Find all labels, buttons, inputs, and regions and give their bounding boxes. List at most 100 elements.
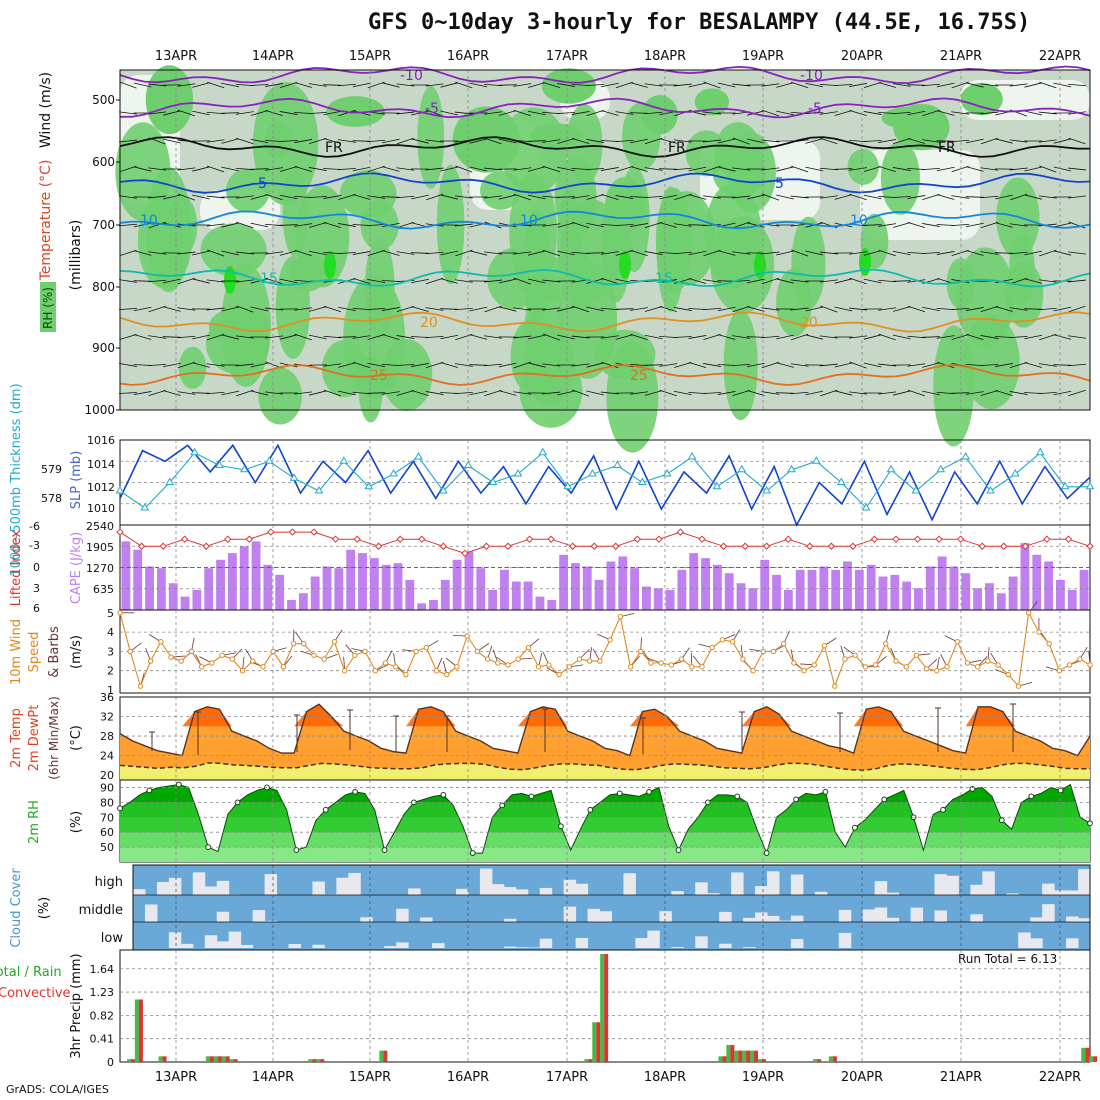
wind-barb (557, 166, 575, 172)
wind-speed-point (954, 639, 960, 645)
wind-barb (732, 83, 751, 87)
wind-speed-point (862, 664, 869, 670)
wind-barb (907, 84, 926, 86)
cape-bar (263, 564, 273, 610)
cloud-high (563, 879, 577, 895)
wind-barb (308, 83, 327, 87)
wind-speed-point (729, 639, 736, 645)
slp-tick: 1010 (87, 502, 115, 515)
wind-speed-point (198, 664, 205, 670)
rh2m-point (587, 806, 594, 813)
wind-barb (513, 109, 531, 117)
wind-barb (761, 277, 780, 285)
cloud-high (623, 873, 636, 895)
wind-barb (484, 137, 502, 145)
wind-barb (1024, 194, 1043, 200)
thickness-point (165, 477, 175, 485)
rh-peak-blob (619, 251, 631, 279)
wind-barb (119, 333, 137, 341)
wind-barb (177, 193, 195, 201)
wind-barb (995, 222, 1013, 228)
wind-barb (805, 334, 824, 340)
temp-tick: 20 (100, 769, 114, 782)
lifted-index-point (180, 535, 189, 543)
date-label-bottom: 13APR (155, 1070, 197, 1085)
wind-barb (411, 389, 429, 397)
wind-barb (601, 361, 619, 369)
wind-barb (921, 167, 941, 171)
wind-barb (951, 111, 970, 115)
wind-barb (878, 391, 897, 395)
precip-total-bar (750, 1050, 755, 1062)
wind-barb (308, 390, 327, 396)
wind-barb (571, 221, 590, 229)
wind-barb (922, 193, 940, 201)
rh2m-point (616, 790, 623, 797)
date-label-bottom: 17APR (546, 1070, 588, 1085)
wind-barb (236, 221, 254, 229)
wind-barb (265, 307, 283, 311)
wind-barb (527, 110, 546, 116)
wind-barb (922, 139, 940, 143)
wind-barb (907, 195, 926, 199)
wind-speed-point (801, 668, 807, 674)
cloud-middle (563, 906, 577, 922)
cloud-sky (133, 865, 1090, 950)
wind-barb (162, 362, 181, 368)
cape-bar (618, 556, 628, 610)
rh2m-point (381, 847, 388, 853)
precip-convective-bar (817, 1059, 822, 1062)
wind-speed-point (382, 660, 389, 666)
wind-barb (834, 168, 853, 170)
thickness-point (488, 477, 498, 485)
wind-barb (454, 223, 473, 227)
rh2m-point (646, 789, 652, 795)
wind-barb (162, 336, 181, 338)
precip-convective-bar (761, 1059, 766, 1062)
label-millibars: (millibars) (68, 220, 84, 291)
wind-speed-point (158, 639, 164, 645)
lifted-index-point (676, 528, 685, 536)
wind-speed-point (627, 664, 634, 670)
wind-barb (586, 278, 604, 284)
wind-barb (732, 221, 750, 229)
wind-barb (542, 223, 561, 227)
date-label-top: 18APR (644, 49, 686, 64)
cloud-high (192, 872, 206, 895)
cloud-low (790, 939, 804, 948)
cape-bar (180, 596, 190, 610)
wind-barb (1009, 251, 1028, 255)
wind-barb (1038, 139, 1057, 143)
wind-barb (323, 195, 342, 199)
temperature-contour (119, 172, 1091, 194)
wind-barb (294, 139, 313, 143)
contour-label: FR (668, 140, 686, 156)
thickness-point (762, 486, 772, 494)
wind-barb (965, 391, 984, 395)
wind-barb (659, 138, 677, 144)
wind-barb (206, 223, 225, 227)
rh2m-point (146, 787, 153, 794)
wind-barb (513, 391, 532, 395)
wind-barb (732, 363, 751, 367)
wind-barb (1024, 250, 1043, 256)
cloud-middle (144, 904, 158, 922)
wind-barb (863, 250, 882, 256)
wind-barb (717, 250, 736, 256)
wind-barb (834, 110, 853, 116)
wind-barb (367, 249, 385, 257)
rh2m-tick: 50 (100, 841, 114, 854)
cape-bar (275, 574, 285, 610)
wind-barb (615, 224, 634, 226)
date-label-bottom: 14APR (252, 1070, 294, 1085)
wind-barb (192, 362, 210, 368)
wind-barb (469, 250, 488, 256)
wind-barb (849, 167, 867, 171)
precip-convective-bar (1085, 1047, 1090, 1062)
label-thickness: 1000~500mb Thickness (dm) (9, 383, 24, 576)
cape-bar (381, 564, 391, 610)
lifted-index-point (870, 535, 879, 543)
lifted-index-point (418, 535, 426, 543)
wind-barb (338, 139, 356, 143)
wind-barb (674, 362, 692, 368)
